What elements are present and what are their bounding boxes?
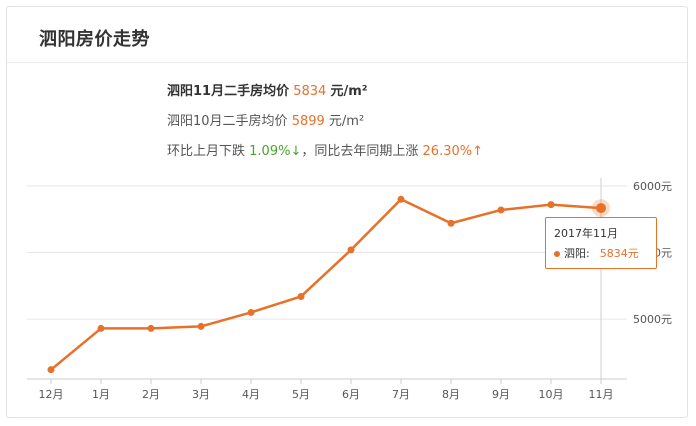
x-tick-label: 11月 [589, 388, 614, 401]
data-point [297, 292, 305, 300]
yoy-prefix: ，同比去年同期上涨 [301, 144, 419, 159]
series-dot-icon [554, 251, 560, 257]
summary-change: 环比上月下跌 1.09%↓，同比去年同期上涨 26.30%↑ [167, 137, 483, 167]
data-point [397, 195, 405, 203]
summary-current-month: 泗阳11月二手房均价 5834 元/m² [167, 77, 483, 107]
tooltip-series-label: 泗阳: [564, 247, 590, 260]
price-summary: 泗阳11月二手房均价 5834 元/m² 泗阳10月二手房均价 5899 元/m… [167, 77, 483, 167]
y-tick-label: 6000元 [633, 180, 672, 193]
x-tick-label: 9月 [492, 388, 510, 401]
data-point [247, 308, 255, 316]
up-arrow-icon: ↑ [472, 144, 484, 159]
x-tick-label: 8月 [442, 388, 460, 401]
previous-month-label: 泗阳10月二手房均价 [167, 114, 288, 129]
mom-value: 1.09% [249, 144, 291, 159]
current-month-value: 5834 [293, 84, 327, 99]
data-point [47, 366, 55, 374]
summary-previous-month: 泗阳10月二手房均价 5899 元/m² [167, 107, 483, 137]
data-point [197, 322, 205, 330]
tooltip-series-row: 泗阳: 5834元 [554, 244, 648, 264]
x-tick-label: 1月 [92, 388, 110, 401]
y-tick-label: 5000元 [633, 313, 672, 326]
current-month-unit: 元/m² [330, 84, 368, 99]
price-trend-card: 泗阳房价走势 泗阳11月二手房均价 5834 元/m² 泗阳10月二手房均价 5… [6, 6, 688, 418]
yoy-value: 26.30% [422, 144, 473, 159]
previous-month-value: 5899 [291, 114, 325, 129]
data-point [97, 324, 105, 332]
series-line [50, 198, 602, 371]
x-tick-label: 2月 [142, 388, 160, 401]
chart-tooltip: 2017年11月 泗阳: 5834元 [545, 217, 657, 269]
tooltip-date: 2017年11月 [554, 227, 618, 240]
data-point [497, 206, 505, 214]
x-tick-label: 6月 [342, 388, 360, 401]
data-point-highlighted [596, 203, 606, 214]
mom-prefix: 环比上月下跌 [167, 144, 246, 159]
page-title: 泗阳房价走势 [39, 29, 150, 50]
x-tick-label: 7月 [392, 388, 410, 401]
down-arrow-icon: ↓ [290, 144, 302, 159]
x-tick-label: 10月 [539, 388, 564, 401]
previous-month-unit: 元/m² [328, 114, 365, 129]
x-tick-label: 5月 [292, 388, 310, 401]
data-point [547, 201, 555, 209]
data-point [447, 219, 455, 227]
data-point [347, 246, 355, 254]
data-point [147, 324, 155, 332]
x-tick-label: 4月 [242, 388, 260, 401]
tooltip-value: 5834元 [599, 247, 639, 260]
current-month-label: 泗阳11月二手房均价 [167, 84, 290, 99]
title-divider [7, 62, 687, 63]
x-tick-label: 3月 [192, 388, 210, 401]
x-tick-label: 12月 [39, 388, 64, 401]
